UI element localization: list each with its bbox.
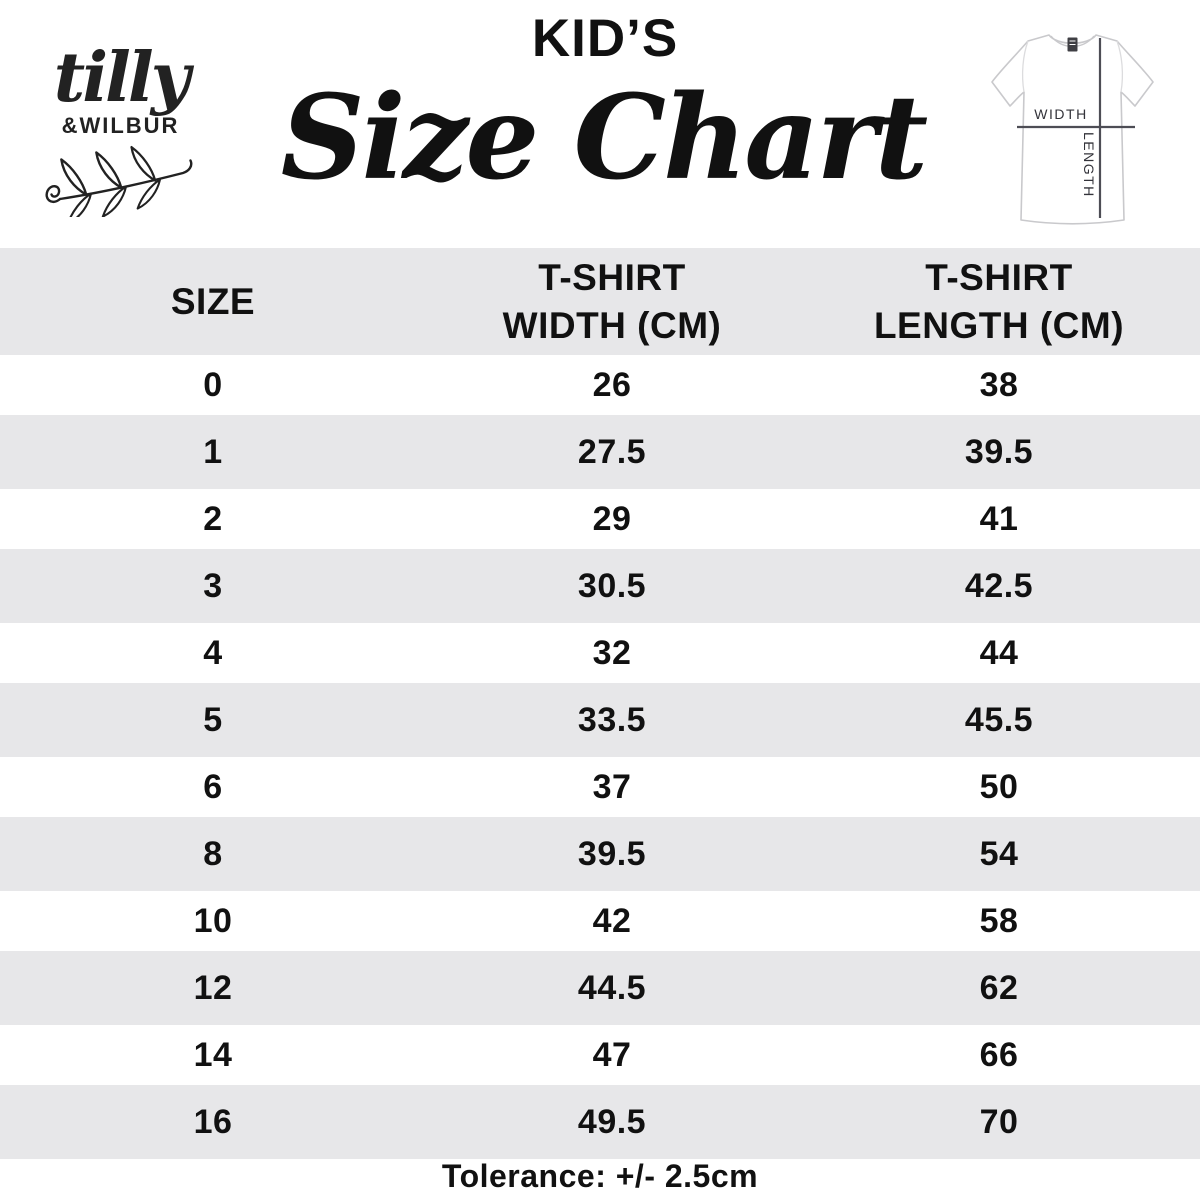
table-row: 0 26 38 [0,355,1200,415]
length-cell: 44 [979,633,1019,672]
width-cell: 37 [592,767,632,806]
width-cell: 26 [592,365,632,404]
size-cell: 10 [193,901,233,940]
length-cell: 66 [979,1035,1019,1074]
table-row: 1 27.5 39.5 [0,415,1200,489]
tshirt-diagram-icon: WIDTH LENGTH [991,34,1154,225]
table-row: 2 29 41 [0,489,1200,549]
width-cell: 47 [592,1035,632,1074]
length-cell: 58 [979,901,1019,940]
size-cell: 4 [203,633,223,672]
size-cell: 14 [193,1035,233,1074]
width-cell: 27.5 [577,432,647,471]
width-cell: 33.5 [577,700,647,739]
header-line: T-SHIRT [538,257,686,299]
width-cell: 44.5 [577,968,647,1007]
tolerance-note: Tolerance: +/- 2.5cm [441,1158,759,1194]
width-cell: 49.5 [577,1102,647,1141]
length-cell: 50 [979,767,1019,806]
page-header: tilly &WILBUR [0,0,1200,248]
shirt-width-label: WIDTH [1034,106,1087,122]
laurel-branch-icon [45,145,192,217]
length-cell: 42.5 [964,566,1034,605]
length-cell: 54 [979,834,1019,873]
size-cell: 5 [203,700,223,739]
table-row: 12 44.5 62 [0,951,1200,1025]
size-cell: 0 [203,365,223,404]
width-cell: 30.5 [577,566,647,605]
length-cell: 45.5 [964,700,1034,739]
length-cell: 39.5 [964,432,1034,471]
length-cell: 70 [979,1102,1019,1141]
size-table: SIZE T-SHIRT WIDTH (CM) T-SHIRT LENGTH (… [0,248,1200,1159]
column-header-length: T-SHIRT LENGTH (CM) [798,254,1200,349]
table-row: 6 37 50 [0,757,1200,817]
page-title: Size Chart [280,70,928,206]
table-body: 0 26 38 1 27.5 39.5 2 29 41 3 30.5 42.5 … [0,355,1200,1159]
header-line: WIDTH (CM) [502,304,722,346]
length-cell: 41 [979,499,1019,538]
size-cell: 16 [193,1102,233,1141]
size-cell: 2 [203,499,223,538]
header-line: LENGTH (CM) [873,304,1125,346]
table-header-row: SIZE T-SHIRT WIDTH (CM) T-SHIRT LENGTH (… [0,248,1200,355]
table-row: 5 33.5 45.5 [0,683,1200,757]
width-cell: 39.5 [577,834,647,873]
table-row: 14 47 66 [0,1025,1200,1085]
table-row: 3 30.5 42.5 [0,549,1200,623]
brand-caps-name: &WILBUR [61,113,180,138]
tshirt-outline [991,34,1154,225]
size-cell: 3 [203,566,223,605]
page-title-kicker: KID’S [531,9,679,68]
width-cell: 32 [592,633,632,672]
size-cell: 12 [193,968,233,1007]
brand-logo: tilly &WILBUR [28,44,213,217]
size-cell: 1 [203,432,223,471]
width-cell: 42 [592,901,632,940]
width-cell: 29 [592,499,632,538]
table-row: 8 39.5 54 [0,817,1200,891]
brand-script-name: tilly [53,38,190,118]
size-cell: 6 [203,767,223,806]
header-line: SIZE [170,280,256,322]
shirt-length-label: LENGTH [1081,132,1097,198]
column-header-width: T-SHIRT WIDTH (CM) [426,254,798,349]
length-cell: 38 [979,365,1019,404]
length-cell: 62 [979,968,1019,1007]
table-row: 16 49.5 70 [0,1085,1200,1159]
table-row: 4 32 44 [0,623,1200,683]
size-cell: 8 [203,834,223,873]
column-header-size: SIZE [0,278,426,325]
table-row: 10 42 58 [0,891,1200,951]
header-line: T-SHIRT [925,257,1073,299]
